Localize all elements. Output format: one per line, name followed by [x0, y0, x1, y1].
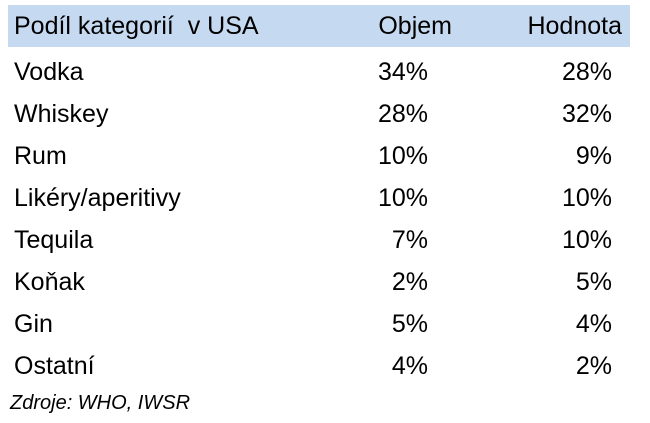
header-cell: Objem: [378, 12, 452, 40]
value-cell: 7%: [391, 226, 428, 254]
header-cell: Podíl kategorií v USA: [14, 12, 259, 40]
row-label: Likéry/aperitivy: [14, 184, 181, 212]
value-cell: 10%: [377, 184, 428, 212]
value-cell: 2%: [391, 268, 428, 296]
value-cell: 4%: [391, 352, 428, 380]
value-cell: 10%: [561, 226, 612, 254]
value-cell: 4%: [575, 310, 612, 338]
value-cell: 10%: [377, 142, 428, 170]
row-label: Whiskey: [14, 100, 109, 128]
row-label: Koňak: [14, 268, 85, 296]
row-label: Gin: [14, 310, 53, 338]
value-cell: 10%: [561, 184, 612, 212]
value-cell: 32%: [561, 100, 612, 128]
value-cell: 5%: [575, 268, 612, 296]
value-cell: 2%: [575, 352, 612, 380]
row-label: Rum: [14, 142, 67, 170]
header-cell: Hodnota: [527, 12, 622, 40]
header-band: [8, 5, 630, 47]
row-label: Ostatní: [14, 352, 95, 380]
value-cell: 9%: [575, 142, 612, 170]
value-cell: 5%: [391, 310, 428, 338]
source-note: Zdroje: WHO, IWSR: [10, 392, 191, 414]
row-label: Tequila: [14, 226, 94, 254]
row-label: Vodka: [14, 58, 84, 86]
value-cell: 28%: [377, 100, 428, 128]
value-cell: 34%: [377, 58, 428, 86]
value-cell: 28%: [561, 58, 612, 86]
